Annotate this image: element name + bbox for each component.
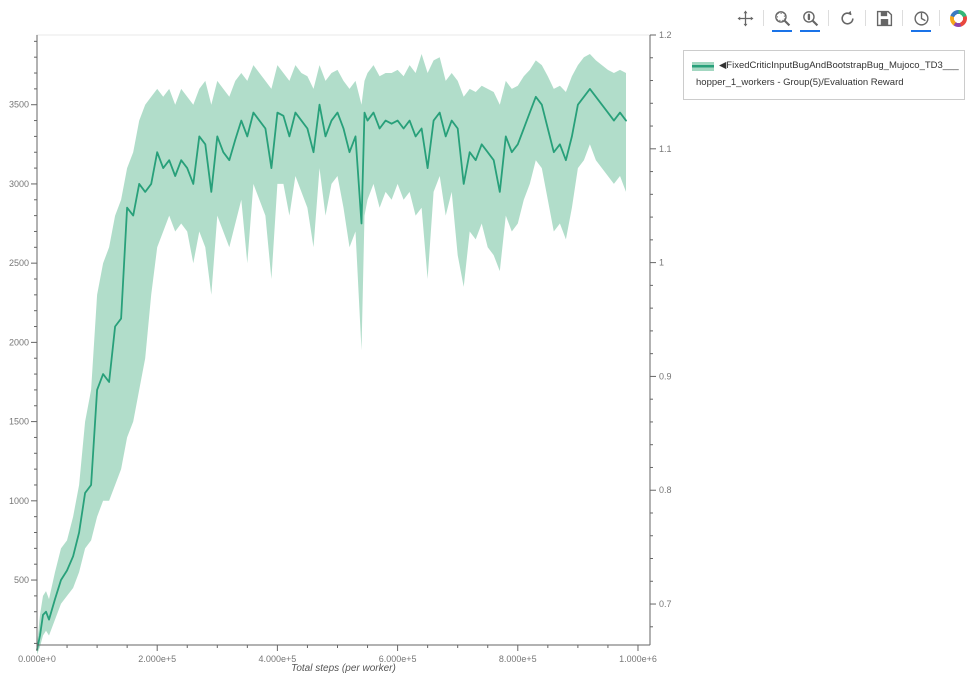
toolbar-separator: [939, 10, 940, 26]
toolbar-separator: [763, 10, 764, 26]
box-zoom-tool-button[interactable]: [770, 6, 794, 32]
x-tick-label: 2.000e+5: [138, 654, 176, 664]
right-tick-label: 1.1: [659, 144, 672, 154]
bokeh-logo-icon: [949, 9, 967, 27]
x-tick-label: 0.000e+0: [18, 654, 56, 664]
hover-icon: [913, 10, 930, 27]
plot-toolbar: [733, 6, 970, 32]
left-tick-label: 2500: [9, 258, 29, 268]
series-band: [37, 54, 626, 655]
legend-swatch: [692, 61, 714, 71]
right-tick-label: 1.2: [659, 30, 672, 40]
right-tick-label: 1: [659, 258, 664, 268]
right-tick-label: 0.9: [659, 371, 672, 381]
x-tick-label: 8.000e+5: [499, 654, 537, 664]
pan-tool-button[interactable]: [733, 6, 757, 30]
reset-tool-button[interactable]: [835, 6, 859, 30]
pan-icon: [737, 10, 754, 27]
box-zoom-icon: [774, 10, 791, 27]
left-tick-label: 3000: [9, 179, 29, 189]
toolbar-separator: [902, 10, 903, 26]
left-tick-label: 1500: [9, 417, 29, 427]
x-tick-label: 1.000e+6: [619, 654, 657, 664]
left-tick-label: 1000: [9, 496, 29, 506]
x-tick-label: 4.000e+5: [258, 654, 296, 664]
save-icon: [876, 10, 893, 27]
left-tick-label: 500: [14, 575, 29, 585]
toolbar-separator: [865, 10, 866, 26]
toolbar-separator: [828, 10, 829, 26]
legend-label-line1: ◀FixedCriticInputBugAndBootstrapBug_Mujo…: [719, 60, 959, 71]
left-tick-label: 3500: [9, 100, 29, 110]
legend[interactable]: ◀FixedCriticInputBugAndBootstrapBug_Mujo…: [683, 50, 965, 101]
series-line: [36, 88, 627, 651]
save-tool-button[interactable]: [872, 6, 896, 30]
legend-label-line2: hopper_1_workers - Group(5)/Evaluation R…: [696, 76, 904, 88]
wheel-zoom-icon: [802, 10, 819, 27]
reset-icon: [839, 10, 856, 27]
x-axis-title: Total steps (per worker): [291, 663, 396, 674]
wheel-zoom-tool-button[interactable]: [798, 6, 822, 32]
hover-tool-button[interactable]: [909, 6, 933, 32]
right-tick-label: 0.8: [659, 485, 672, 495]
bokeh-logo-button[interactable]: [946, 6, 970, 30]
right-tick-label: 0.7: [659, 599, 672, 609]
x-tick-label: 6.000e+5: [379, 654, 417, 664]
left-tick-label: 2000: [9, 337, 29, 347]
